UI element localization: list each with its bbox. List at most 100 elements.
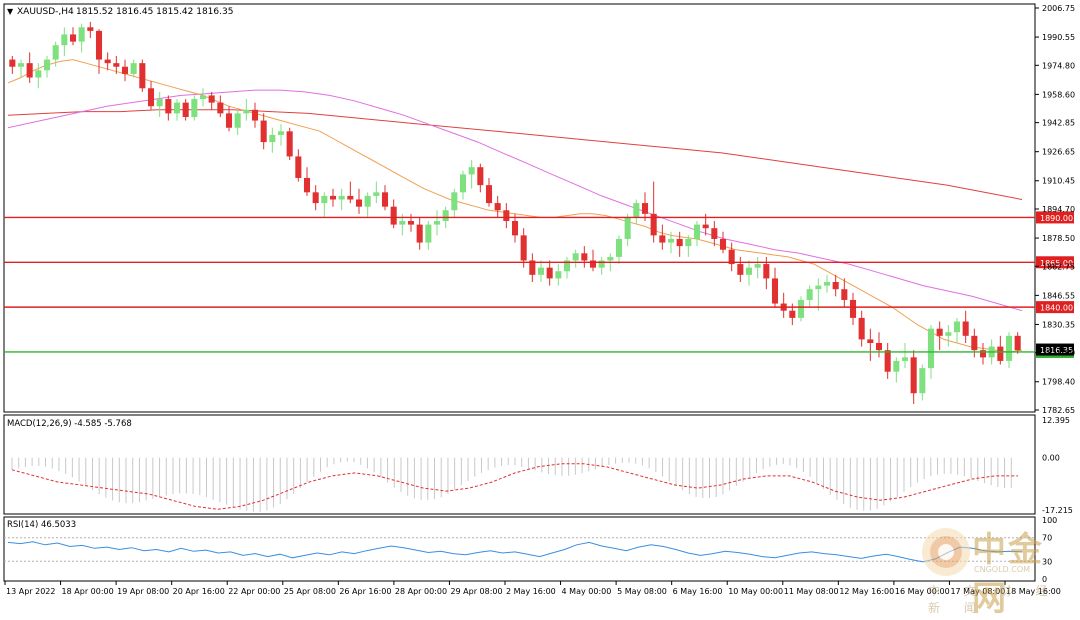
candle-body <box>243 109 250 114</box>
candle-body <box>910 357 917 394</box>
price-tick-label: 1926.65 <box>1042 148 1075 157</box>
candle-body <box>295 156 302 178</box>
candle-body <box>373 192 380 196</box>
candle-body <box>979 350 987 358</box>
candle-body <box>191 99 198 117</box>
rsi-panel: 100 70 30 0 <box>4 516 1057 584</box>
candle-body <box>537 267 545 275</box>
price-tick-label: 1782.65 <box>1042 406 1075 415</box>
macd-label: MACD(12,26,9) -4.585 -5.768 <box>7 419 132 429</box>
candle-body <box>693 224 701 239</box>
time-tick-label: 26 Apr 16:00 <box>339 587 391 596</box>
rsi-label: RSI(14) 46.5033 <box>7 520 76 530</box>
candle-body <box>156 99 163 107</box>
candle-body <box>17 63 25 67</box>
candle-body <box>217 102 224 114</box>
candle-body <box>806 289 813 300</box>
time-tick-label: 29 Apr 08:00 <box>450 587 502 596</box>
price-tick-label: 1942.85 <box>1042 119 1075 128</box>
candle-body <box>477 167 484 186</box>
candle-body <box>650 213 657 236</box>
candle-body <box>1014 335 1021 351</box>
candle-body <box>702 224 709 229</box>
macd-panel: 12.395 0.00 -17.215 <box>11 416 1073 515</box>
candle-body <box>225 113 233 128</box>
candle-body <box>641 203 649 214</box>
candle-body <box>893 360 900 372</box>
candle-body <box>147 88 155 107</box>
candle-body <box>901 357 909 361</box>
candle-body <box>286 131 293 157</box>
logo-icon <box>922 528 970 576</box>
candle-body <box>182 102 189 117</box>
time-tick-label: 28 Apr 00:00 <box>395 587 447 596</box>
candle-body <box>381 192 389 207</box>
macd-tick-label: 0.00 <box>1042 454 1060 463</box>
candle-body <box>771 278 779 304</box>
candle-body <box>745 267 753 275</box>
current-price-label: 1816.35 <box>1040 346 1073 355</box>
candle-body <box>234 113 241 128</box>
candle-body <box>607 256 614 261</box>
candle-body <box>789 310 796 318</box>
candle-body <box>61 34 68 46</box>
candle-body <box>919 368 926 394</box>
candle-body <box>459 174 467 193</box>
candle-body <box>130 63 137 74</box>
candle-body <box>685 238 692 247</box>
watermark-domain: CNGOLD.COM <box>974 565 1031 574</box>
level-tag <box>1036 256 1074 269</box>
candle-body <box>659 235 666 243</box>
chart-header-arrow[interactable]: ▼ <box>7 7 14 16</box>
price-tick-label: 1958.60 <box>1042 90 1075 99</box>
level-tag <box>1036 301 1074 314</box>
cngold-watermark: 中金网 CNGOLD.COM 中 文 财 经 新 闻 <box>912 520 1072 619</box>
candle-body <box>598 260 605 268</box>
candle-body <box>269 134 276 143</box>
time-tick-label: 10 May 00:00 <box>728 587 783 596</box>
candle-body <box>121 66 129 74</box>
candle-body <box>711 228 718 239</box>
candle-body <box>104 59 111 64</box>
watermark-row: 中 文 财 经 新 闻 <box>928 584 1058 615</box>
level-tag <box>1036 211 1074 224</box>
candle-body <box>347 195 354 200</box>
macd-tick-label: 12.395 <box>1042 416 1070 425</box>
candle-body <box>208 95 215 103</box>
price-tick-label: 1910.45 <box>1042 177 1075 186</box>
price-tick-label: 1894.70 <box>1042 205 1075 214</box>
level-tag-label: 1865.00 <box>1040 259 1073 268</box>
macd-signal-line <box>11 463 1018 510</box>
price-tick-label: 1814.60 <box>1042 349 1075 358</box>
candle-body <box>355 199 363 207</box>
candle-body <box>416 224 423 243</box>
candle-body <box>43 59 51 71</box>
candle-body <box>624 217 631 239</box>
time-tick-label: 16 May 00:00 <box>895 587 950 596</box>
candle-body <box>165 99 172 114</box>
chart-header-symbol: XAUUSD-,H4 <box>17 7 74 17</box>
candle-body <box>667 238 675 243</box>
candle-body <box>719 238 727 250</box>
candle-body <box>572 253 579 261</box>
time-tick-label: 19 Apr 08:00 <box>117 587 169 596</box>
time-tick-label: 25 Apr 08:00 <box>284 587 336 596</box>
time-axis: 13 Apr 2022 18 Apr 00:00 19 Apr 08:00 20 Ap… <box>4 581 1061 596</box>
price-tick-label: 1830.35 <box>1042 320 1075 329</box>
candle-body <box>338 195 345 200</box>
level-tag-label: 1890.00 <box>1040 214 1073 223</box>
time-tick-label: 18 May 16:00 <box>1006 587 1061 596</box>
candle-body <box>520 235 527 261</box>
time-tick-label: 22 Apr 00:00 <box>228 587 280 596</box>
candle-body <box>737 264 744 275</box>
candle-body <box>867 339 874 343</box>
price-tick-label: 1798.40 <box>1042 378 1075 387</box>
candle-body <box>728 249 735 265</box>
macd-panel-frame <box>3 414 1036 515</box>
candle-body <box>485 185 493 204</box>
price-panel <box>7 21 1023 404</box>
rsi-tick-label: 0 <box>1042 575 1047 584</box>
macd-tick-label: -17.215 <box>1042 506 1073 515</box>
candle-body <box>52 45 59 60</box>
